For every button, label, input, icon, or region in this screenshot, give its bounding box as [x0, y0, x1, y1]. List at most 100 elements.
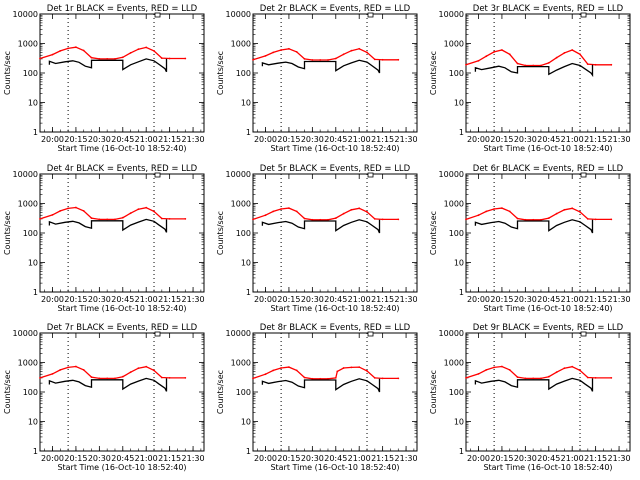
y-axis-label: Counts/sec [216, 370, 225, 414]
lld-point [264, 55, 267, 57]
x-tick-label: 20:00 [467, 454, 490, 463]
series-line-lld [252, 366, 399, 380]
marker-box [367, 12, 374, 18]
x-tick-label: 21:15 [158, 295, 181, 304]
series-line-events [48, 218, 168, 233]
lld-point [295, 369, 298, 372]
lld-point [540, 218, 542, 221]
plot-frame [39, 173, 205, 293]
chart-panel-3: Det 3r BLACK = Events, RED = LLD 1 10 100 10… [429, 4, 631, 153]
lld-point [571, 365, 574, 368]
lld-point [547, 375, 550, 378]
y-tick-label: 100 [236, 229, 251, 238]
series-line-lld [465, 49, 612, 67]
x-tick-label: 21:15 [371, 454, 394, 463]
y-axis-label: Counts/sec [429, 51, 438, 95]
lld-point [594, 377, 597, 379]
marker-box [367, 331, 374, 337]
lld-point [524, 377, 527, 380]
y-tick-label: 100 [23, 229, 38, 238]
y-tick-label: 10000 [226, 170, 251, 179]
plot-frame [252, 173, 418, 293]
lld-point [280, 367, 282, 369]
lld-point [610, 377, 613, 379]
lld-point [508, 53, 511, 56]
lld-point [98, 218, 101, 221]
chart-title: Det 1r BLACK = Events, RED = LLD [47, 4, 198, 14]
lld-point [121, 375, 124, 378]
lld-point [288, 47, 290, 50]
lld-point [516, 62, 519, 65]
lld-point [67, 47, 69, 50]
lld-point [358, 366, 361, 368]
chart-panel-2: Det 2r BLACK = Events, RED = LLD 1 10 100 10… [216, 4, 418, 153]
lld-point [114, 377, 116, 380]
series-line-lld [465, 365, 612, 380]
x-axis-label: Start Time (16-Oct-10 18:52:40) [270, 304, 399, 313]
x-tick-label: 20:00 [254, 454, 277, 463]
chart-title: Det 8r BLACK = Events, RED = LLD [260, 323, 411, 333]
lld-point [67, 366, 69, 369]
x-tick-label: 20:45 [111, 454, 134, 463]
y-tick-label: 1 [246, 447, 251, 456]
lld-point [280, 49, 282, 51]
lld-point [311, 377, 314, 380]
x-tick-label: 20:30 [514, 295, 537, 304]
series-line-events [48, 377, 168, 392]
lld-point [516, 376, 519, 378]
x-tick-label: 20:15 [277, 135, 300, 144]
lld-point [168, 57, 171, 60]
lld-point [82, 49, 85, 52]
series-line-events [261, 378, 381, 393]
lld-point [114, 218, 116, 221]
lld-point [373, 58, 376, 61]
x-tick-label: 21:30 [182, 135, 205, 144]
x-tick-label: 20:45 [537, 295, 560, 304]
y-tick-label: 1 [246, 288, 251, 297]
lld-point [39, 57, 41, 60]
lld-point [75, 365, 77, 368]
lld-point [358, 47, 361, 50]
x-tick-label: 21:00 [135, 295, 158, 304]
lld-point [508, 369, 511, 371]
chart-panel-6: Det 6r BLACK = Events, RED = LLD 1 10 100 10… [429, 164, 631, 313]
x-tick-label: 20:15 [277, 295, 300, 304]
lld-point [264, 373, 267, 376]
chart-panel-7: Det 7r BLACK = Events, RED = LLD 1 10 100 10… [3, 323, 205, 472]
y-axis-label: Counts/sec [429, 370, 438, 414]
lld-point [493, 51, 495, 53]
x-tick-label: 20:15 [64, 135, 87, 144]
lld-point [579, 211, 581, 213]
lld-point [579, 369, 581, 372]
lld-point [547, 217, 550, 220]
y-tick-label: 100 [23, 388, 38, 397]
series-line-lld [39, 206, 186, 221]
chart-panel-9: Det 9r BLACK = Events, RED = LLD 1 10 100 10… [429, 323, 631, 472]
lld-point [303, 217, 306, 220]
x-tick-label: 21:30 [395, 295, 418, 304]
lld-point [75, 46, 77, 49]
x-tick-label: 20:30 [88, 454, 111, 463]
lld-point [501, 207, 503, 210]
lld-point [153, 369, 155, 372]
y-tick-label: 1000 [18, 359, 38, 368]
lld-point [381, 377, 384, 380]
y-tick-label: 100 [236, 69, 251, 78]
x-axis-label: Start Time (16-Oct-10 18:52:40) [483, 304, 612, 313]
lld-point [67, 207, 69, 210]
plot-frame [252, 332, 418, 452]
series-line-events [261, 59, 381, 74]
lld-point [327, 377, 329, 380]
y-tick-label: 10 [454, 418, 464, 427]
lld-point [397, 377, 400, 380]
y-tick-label: 1000 [18, 200, 38, 209]
x-tick-label: 20:15 [64, 295, 87, 304]
lld-point [319, 377, 322, 380]
lld-point [90, 217, 93, 220]
x-tick-label: 20:15 [64, 454, 87, 463]
chart-panel-5: Det 5r BLACK = Events, RED = LLD 1 10 100 10… [216, 164, 418, 313]
lld-point [288, 366, 290, 368]
lld-point [129, 212, 132, 215]
x-tick-label: 21:30 [395, 454, 418, 463]
